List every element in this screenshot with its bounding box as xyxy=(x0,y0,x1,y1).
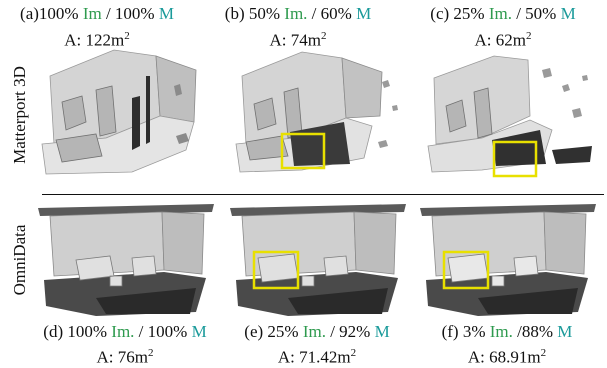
mesh-floor-dark xyxy=(96,288,196,314)
mesh-panel-f xyxy=(420,204,596,316)
caption-e-im: Im. xyxy=(302,322,326,341)
mesh-side-wall xyxy=(161,211,205,275)
caption-d: (d) 100% Im. / 100% M xyxy=(30,322,220,342)
mesh-dark-gaps xyxy=(492,130,592,166)
mesh-panel-b xyxy=(235,51,398,173)
mesh-side-wall xyxy=(353,211,397,275)
caption-a-prefix: (a)100% xyxy=(20,4,83,23)
area-b-sup: 2 xyxy=(320,30,327,42)
area-e-label: A: 71.42m xyxy=(277,347,351,367)
mesh-dark-gaps xyxy=(132,76,150,150)
area-d-sup: 2 xyxy=(147,347,154,359)
caption-d-im: Im. xyxy=(111,322,135,341)
mesh-furniture xyxy=(445,87,493,139)
area-b-label: A: 74m xyxy=(269,30,321,50)
row-label-matterport: Matterport 3D xyxy=(10,66,29,164)
mesh-ceiling xyxy=(420,204,596,216)
mesh-panel-d xyxy=(38,204,214,316)
caption-e-prefix: (e) 25% xyxy=(244,322,303,341)
area-b: A: 74m2 xyxy=(203,26,393,51)
caption-a-m: M xyxy=(158,4,174,23)
caption-f-im: Im. xyxy=(489,322,513,341)
mesh-furniture xyxy=(55,85,117,163)
caption-b-sep: / 60% xyxy=(307,4,357,23)
highlight-box xyxy=(492,140,538,178)
mesh-side-wall xyxy=(543,211,587,275)
row-divider xyxy=(42,194,604,196)
row-label-omnidata: OmniData xyxy=(10,224,29,296)
area-a: A: 122m2 xyxy=(2,26,192,51)
caption-e-sep: / 92% xyxy=(325,322,375,341)
area-e-sup: 2 xyxy=(350,347,357,359)
area-f-label: A: 68.91m xyxy=(467,347,541,367)
caption-e: (e) 25% Im. / 92% M xyxy=(222,322,412,342)
mesh-floor-dark xyxy=(478,288,578,314)
caption-d-sep: / 100% xyxy=(134,322,192,341)
caption-b-im: Im. xyxy=(284,4,308,23)
area-c-sup: 2 xyxy=(525,30,532,42)
area-d: A: 76m2 xyxy=(30,343,220,368)
highlight-box xyxy=(442,250,490,290)
highlight-box xyxy=(280,132,326,170)
caption-c: (c) 25% Im. / 50% M xyxy=(408,4,598,24)
caption-c-prefix: (c) 25% xyxy=(430,4,489,23)
caption-e-m: M xyxy=(374,322,390,341)
caption-f-m: M xyxy=(557,322,573,341)
caption-d-prefix: (d) 100% xyxy=(43,322,112,341)
mesh-ceiling xyxy=(230,204,406,216)
caption-c-sep: / 50% xyxy=(511,4,561,23)
mesh-ceiling xyxy=(38,204,214,216)
area-e: A: 71.42m2 xyxy=(222,343,412,368)
caption-b-m: M xyxy=(356,4,372,23)
caption-a: (a)100% Im / 100% M xyxy=(2,4,192,24)
mesh-panel-e xyxy=(230,204,406,316)
mesh-floor-dark xyxy=(288,288,388,314)
mesh-panel-c xyxy=(427,55,592,178)
area-c-label: A: 62m xyxy=(474,30,526,50)
caption-a-im: Im xyxy=(82,4,102,23)
caption-f: (f) 3% Im. /88% M xyxy=(412,322,602,342)
caption-c-m: M xyxy=(560,4,576,23)
mesh-wall-side xyxy=(341,57,383,119)
caption-d-m: M xyxy=(191,322,207,341)
caption-f-prefix: (f) 3% xyxy=(441,322,490,341)
caption-b-prefix: (b) 50% xyxy=(224,4,285,23)
area-f-sup: 2 xyxy=(540,347,547,359)
caption-f-sep: /88% xyxy=(512,322,558,341)
mesh-scatter xyxy=(174,84,189,144)
area-f: A: 68.91m2 xyxy=(412,343,602,368)
caption-b: (b) 50% Im. / 60% M xyxy=(203,4,393,24)
area-d-label: A: 76m xyxy=(96,347,148,367)
highlight-box xyxy=(252,250,300,290)
area-c: A: 62m2 xyxy=(408,26,598,51)
caption-a-sep: / 100% xyxy=(101,4,159,23)
mesh-scatter xyxy=(542,68,588,118)
mesh-furniture xyxy=(75,255,157,287)
caption-c-im: Im. xyxy=(488,4,512,23)
mesh-panel-a xyxy=(41,49,197,175)
area-a-label: A: 122m xyxy=(64,30,125,50)
area-a-sup: 2 xyxy=(124,30,130,42)
